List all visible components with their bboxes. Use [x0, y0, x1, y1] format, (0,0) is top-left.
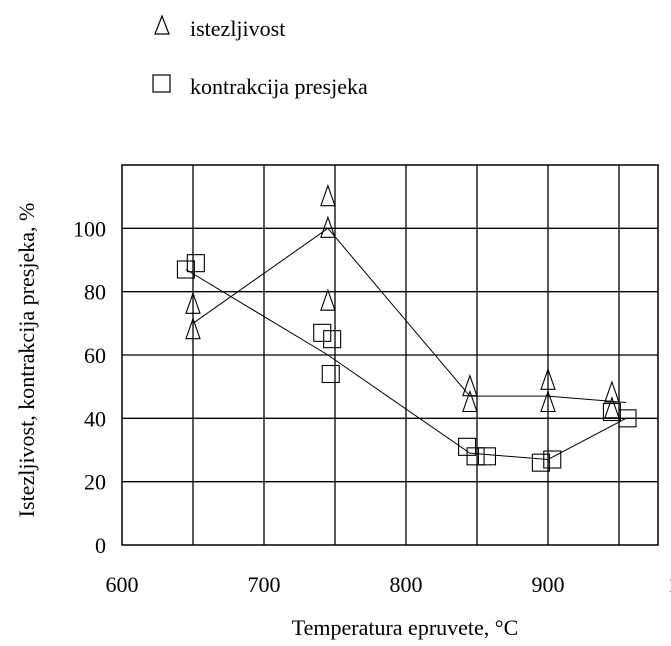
legend-label-istezljivost: istezljivost — [190, 16, 286, 41]
square-marker — [477, 447, 496, 466]
triangle-marker — [604, 396, 620, 419]
x-tick-label: 900 — [532, 572, 565, 597]
triangle-marker — [185, 317, 201, 340]
square-marker — [466, 447, 485, 466]
triangle-marker — [540, 389, 556, 413]
square-marker — [321, 364, 340, 384]
y-tick-label: 80 — [84, 280, 106, 305]
triangle-marker — [320, 215, 336, 238]
x-tick-label: 700 — [248, 572, 281, 597]
legend-row-kontrakcija: kontrakcija presjeka — [150, 72, 368, 100]
data-markers — [176, 184, 637, 472]
triangle-marker — [320, 184, 336, 207]
square-marker — [323, 330, 342, 349]
x-tick-label: 1000 — [668, 572, 671, 597]
triangle-marker — [540, 367, 556, 390]
y-tick-label: 0 — [95, 533, 106, 558]
y-tick-label: 60 — [84, 343, 106, 368]
y-tick-label: 40 — [84, 406, 106, 431]
square-marker — [602, 402, 621, 422]
x-tick-label: 800 — [390, 572, 423, 597]
legend-label-kontrakcija: kontrakcija presjeka — [190, 74, 368, 99]
tick-labels: 600 700 800 900 1000 0 20 40 60 80 100 — [73, 216, 671, 597]
triangle-marker — [462, 374, 478, 397]
y-tick-label: 20 — [84, 470, 106, 495]
square-marker — [618, 409, 637, 428]
triangle-marker — [604, 380, 620, 403]
square-marker — [313, 323, 332, 342]
triangle-marker — [320, 288, 336, 311]
square-marker — [543, 450, 562, 469]
square-marker — [186, 254, 205, 273]
y-axis-title: Istezljivost, kontrakcija presjeka, % — [14, 203, 39, 518]
square-marker — [176, 260, 195, 279]
grid — [121, 164, 659, 546]
triangle-marker — [185, 291, 201, 314]
trend-line-kontrakcija — [185, 269, 627, 461]
legend-row-istezljivost: istezljivost — [150, 14, 285, 42]
triangle-icon — [150, 14, 190, 42]
square-marker — [531, 453, 550, 472]
trend-line-istezljivost — [192, 227, 627, 403]
triangle-marker — [462, 389, 478, 413]
square-icon — [150, 72, 190, 100]
x-axis-title: Temperatura epruvete, °C — [292, 615, 519, 640]
y-tick-label: 100 — [73, 216, 106, 241]
x-tick-label: 600 — [106, 572, 139, 597]
